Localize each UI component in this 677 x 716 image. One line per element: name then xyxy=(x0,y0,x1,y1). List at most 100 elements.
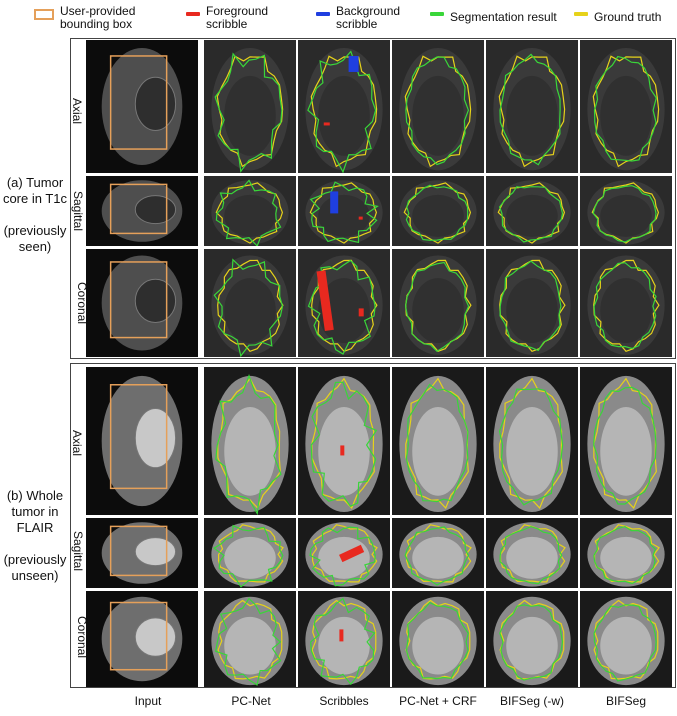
image-sagittal-b-pcnet-crf xyxy=(392,518,484,588)
ground-truth-contour xyxy=(311,599,377,680)
ground-truth-contour xyxy=(499,599,565,680)
lesion-area xyxy=(224,194,276,237)
mri-slice xyxy=(298,40,390,173)
mri-slice xyxy=(486,367,578,515)
panel-tumor-core xyxy=(70,38,676,359)
segmentation-contour xyxy=(309,526,376,587)
segmentation-contour xyxy=(213,524,284,588)
view-label-sagittal-a: Sagittal xyxy=(71,190,86,232)
ground-truth-contour xyxy=(404,55,472,168)
segmentation-contour xyxy=(405,383,469,503)
ground-truth-contour xyxy=(405,377,469,510)
mri-slice xyxy=(204,249,296,357)
mri-slice xyxy=(392,249,484,357)
view-label-axial-a: Axial xyxy=(70,97,85,125)
mri-slice xyxy=(392,40,484,173)
lesion-area xyxy=(412,406,464,496)
lesion-area xyxy=(506,536,558,579)
image-axial-a-bifseg xyxy=(580,40,672,173)
segmentation-contour xyxy=(499,604,564,681)
image-sagittal-a-bifseg xyxy=(580,176,672,246)
lesion-area xyxy=(224,75,276,156)
segmentation-contour xyxy=(593,55,657,162)
lesion-area xyxy=(412,278,464,343)
foreground-scribble xyxy=(339,544,365,563)
mri-slice xyxy=(86,591,198,687)
mri-slice xyxy=(86,367,198,515)
segmentation-contour xyxy=(307,259,376,355)
bounding-box xyxy=(109,384,168,490)
lesion-area xyxy=(506,75,558,156)
image-axial-a-pcnet-crf xyxy=(392,40,484,173)
image-coronal-b-bifseg-w xyxy=(486,591,578,687)
lesion-area xyxy=(412,75,464,156)
segmentation-contour xyxy=(498,186,564,243)
view-label-sagittal-b: Sagittal xyxy=(71,530,86,572)
tumor-region xyxy=(134,76,177,131)
lesion-area xyxy=(318,616,370,675)
segmentation-contour xyxy=(310,597,376,686)
segmentation-contour xyxy=(214,52,283,173)
mri-slice xyxy=(204,518,296,588)
segmentation-contour xyxy=(499,53,561,166)
background-scribble-swatch xyxy=(316,12,330,16)
bounding-box xyxy=(109,183,168,235)
ground-truth-contour xyxy=(498,55,566,168)
segmentation-contour xyxy=(405,601,469,680)
ground-truth-contour xyxy=(217,599,283,680)
lesion-area xyxy=(412,616,464,675)
image-axial-b-bifseg xyxy=(580,367,672,515)
background-scribble xyxy=(348,55,359,72)
lesion-area xyxy=(224,406,276,496)
image-axial-a-bifseg-w xyxy=(486,40,578,173)
legend-bbox-label: User-provided bounding box xyxy=(60,4,136,31)
bounding-box-swatch xyxy=(34,9,54,20)
image-sagittal-a-pcnet-crf xyxy=(392,176,484,246)
segmentation-contour xyxy=(405,184,469,241)
mri-slice xyxy=(204,40,296,173)
image-sagittal-b-scribbles xyxy=(298,518,390,588)
ground-truth-contour xyxy=(593,599,659,680)
group-a-label: (a) Tumor core in T1c (previously seen) xyxy=(2,175,68,254)
mri-slice xyxy=(486,176,578,246)
segmentation-contour xyxy=(499,525,563,585)
foreground-scribble-swatch xyxy=(186,12,200,16)
foreground-scribble xyxy=(316,270,334,331)
image-axial-a-pcnet xyxy=(204,40,296,173)
image-axial-a-input xyxy=(86,40,198,173)
bounding-box xyxy=(109,525,168,577)
mri-slice xyxy=(298,518,390,588)
mri-slice xyxy=(392,518,484,588)
lesion-area xyxy=(224,616,276,675)
image-sagittal-a-input xyxy=(86,176,198,246)
segmentation-contour xyxy=(404,526,470,586)
segmentation-contour xyxy=(310,381,378,507)
mri-slice xyxy=(204,591,296,687)
lesion-area xyxy=(224,536,276,579)
image-sagittal-a-pcnet xyxy=(204,176,296,246)
mri-slice xyxy=(392,367,484,515)
segmentation-contour xyxy=(405,56,470,166)
image-coronal-a-pcnet xyxy=(204,249,296,357)
image-axial-b-pcnet xyxy=(204,367,296,515)
image-sagittal-b-pcnet xyxy=(204,518,296,588)
segmentation-swatch xyxy=(430,12,444,16)
lesion-area xyxy=(224,278,276,343)
column-label-scribbles: Scribbles xyxy=(319,694,369,708)
mri-slice xyxy=(298,249,390,357)
ground-truth-swatch xyxy=(574,12,588,16)
foreground-scribble xyxy=(358,216,363,220)
mri-slice xyxy=(486,591,578,687)
image-sagittal-a-scribbles xyxy=(298,176,390,246)
ground-truth-contour xyxy=(215,182,284,244)
foreground-scribble xyxy=(339,629,344,642)
segmentation-contour xyxy=(499,260,562,352)
column-label-bifseg-w: BIFSeg (-w) xyxy=(499,694,564,708)
image-sagittal-a-bifseg-w xyxy=(486,176,578,246)
mri-slice xyxy=(580,367,672,515)
legend: User-provided bounding box Foreground sc… xyxy=(0,0,677,38)
lesion-area xyxy=(600,278,652,343)
mri-slice xyxy=(580,40,672,173)
tumor-region xyxy=(134,617,177,657)
lesion-area xyxy=(318,75,370,156)
